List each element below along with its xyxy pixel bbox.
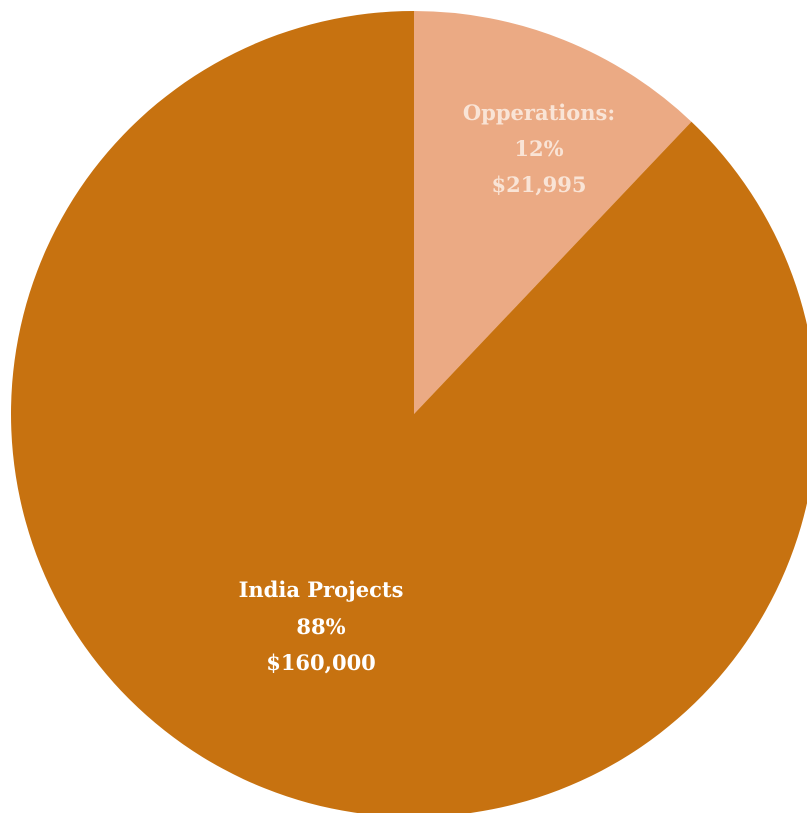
india-projects-slice-value: $160,000 xyxy=(266,650,376,675)
operations-slice-percent: 12% xyxy=(514,136,563,161)
pie-labels: Opperations: 12% $21,995 India Projects … xyxy=(239,100,616,675)
india-projects-slice-label: India Projects xyxy=(239,577,404,602)
operations-slice xyxy=(414,11,692,414)
india-projects-slice-percent: 88% xyxy=(296,614,345,639)
india-projects-slice xyxy=(11,11,807,813)
operations-slice-label: Opperations: xyxy=(463,100,615,125)
pie-slices xyxy=(11,11,807,813)
operations-slice-value: $21,995 xyxy=(492,172,587,197)
